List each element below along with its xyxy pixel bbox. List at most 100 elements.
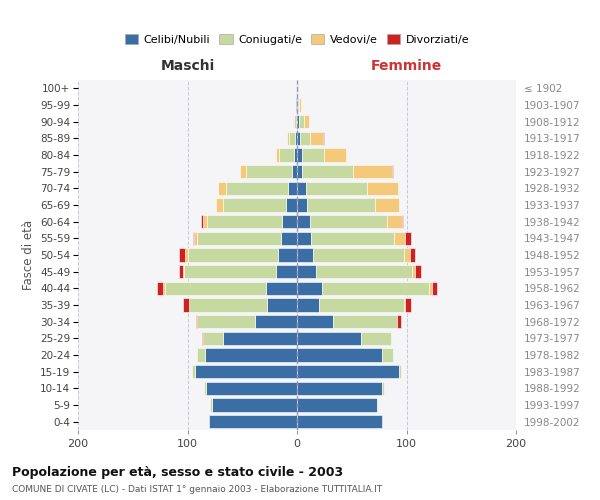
Bar	[322, 282, 430, 295]
Bar	[430, 282, 431, 295]
Bar	[392, 165, 394, 178]
Bar	[333, 315, 397, 328]
Bar	[286, 198, 297, 211]
Bar	[280, 148, 294, 162]
Bar	[276, 265, 297, 278]
Bar	[297, 165, 302, 178]
Bar	[367, 182, 398, 195]
Bar	[297, 215, 310, 228]
Bar	[319, 298, 404, 312]
Bar	[200, 215, 203, 228]
Bar	[297, 115, 299, 128]
Bar	[377, 398, 378, 411]
Bar	[293, 115, 294, 128]
Bar	[297, 82, 298, 95]
Bar	[297, 98, 298, 112]
Bar	[205, 348, 297, 362]
Bar	[240, 165, 245, 178]
Bar	[278, 248, 297, 262]
Text: COMUNE DI CIVATE (LC) - Dati ISTAT 1° gennaio 2003 - Elaborazione TUTTITALIA.IT: COMUNE DI CIVATE (LC) - Dati ISTAT 1° ge…	[12, 485, 382, 494]
Bar	[297, 348, 382, 362]
Bar	[188, 298, 268, 312]
Bar	[297, 265, 316, 278]
Bar	[297, 298, 319, 312]
Bar	[179, 248, 185, 262]
Bar	[288, 182, 297, 195]
Bar	[193, 232, 194, 245]
Bar	[306, 182, 367, 195]
Bar	[292, 165, 297, 178]
Text: Popolazione per età, sesso e stato civile - 2003: Popolazione per età, sesso e stato civil…	[12, 466, 343, 479]
Bar	[402, 215, 403, 228]
Bar	[313, 248, 404, 262]
Bar	[179, 265, 183, 278]
Bar	[187, 248, 278, 262]
Legend: Celibi/Nubili, Coniugati/e, Vedovi/e, Divorziati/e: Celibi/Nubili, Coniugati/e, Vedovi/e, Di…	[121, 30, 473, 49]
Bar	[387, 215, 402, 228]
Bar	[194, 232, 197, 245]
Bar	[207, 215, 281, 228]
Bar	[197, 232, 281, 245]
Bar	[185, 248, 187, 262]
Bar	[206, 382, 297, 395]
Bar	[268, 298, 297, 312]
Bar	[310, 132, 323, 145]
Bar	[323, 132, 325, 145]
Bar	[163, 282, 164, 295]
Bar	[296, 115, 297, 128]
Bar	[202, 332, 203, 345]
Bar	[404, 248, 410, 262]
Bar	[281, 215, 297, 228]
Bar	[197, 348, 205, 362]
Bar	[299, 115, 304, 128]
Bar	[302, 148, 325, 162]
Bar	[406, 298, 411, 312]
Bar	[297, 332, 361, 345]
Bar	[311, 232, 394, 245]
Bar	[353, 165, 392, 178]
Bar	[410, 248, 415, 262]
Bar	[297, 182, 306, 195]
Bar	[164, 282, 266, 295]
Bar	[307, 198, 375, 211]
Bar	[297, 132, 300, 145]
Bar	[382, 382, 383, 395]
Bar	[184, 265, 276, 278]
Bar	[195, 365, 297, 378]
Bar	[316, 265, 412, 278]
Bar	[157, 282, 163, 295]
Bar	[310, 215, 387, 228]
Bar	[223, 332, 297, 345]
Bar	[276, 148, 280, 162]
Bar	[297, 315, 333, 328]
Bar	[431, 282, 437, 295]
Bar	[412, 265, 415, 278]
Bar	[297, 282, 322, 295]
Bar	[404, 298, 406, 312]
Bar	[382, 348, 394, 362]
Bar	[397, 315, 401, 328]
Bar	[289, 132, 295, 145]
Bar	[245, 165, 292, 178]
Bar	[287, 132, 289, 145]
Bar	[294, 148, 297, 162]
Y-axis label: Fasce di età: Fasce di età	[22, 220, 35, 290]
Bar	[209, 415, 297, 428]
Bar	[300, 132, 310, 145]
Bar	[375, 198, 399, 211]
Bar	[216, 198, 223, 211]
Bar	[266, 282, 297, 295]
Bar	[298, 98, 299, 112]
Bar	[297, 148, 302, 162]
Bar	[211, 398, 212, 411]
Bar	[297, 415, 382, 428]
Bar	[299, 98, 301, 112]
Bar	[297, 365, 399, 378]
Bar	[294, 115, 296, 128]
Text: Maschi: Maschi	[160, 59, 215, 73]
Bar	[226, 182, 288, 195]
Bar	[183, 265, 184, 278]
Bar	[304, 115, 309, 128]
Bar	[302, 165, 353, 178]
Bar	[406, 232, 411, 245]
